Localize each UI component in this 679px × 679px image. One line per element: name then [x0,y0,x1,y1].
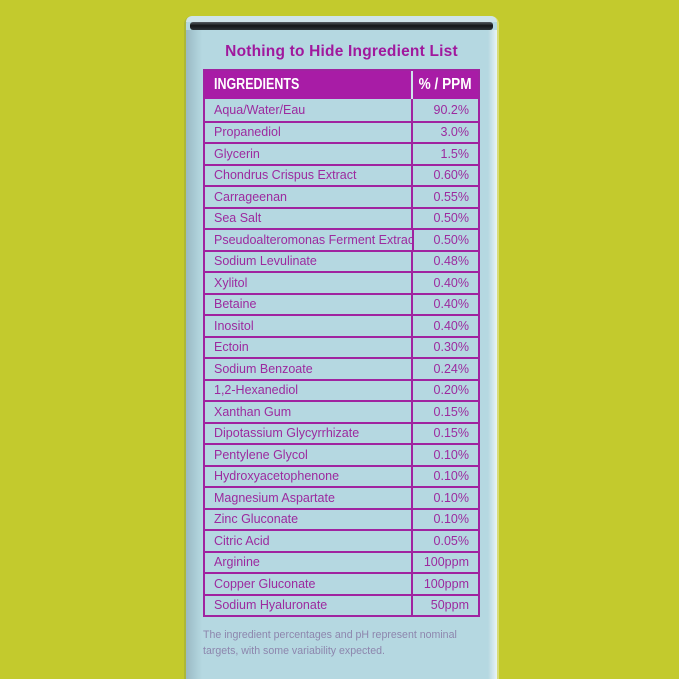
ingredient-value: 0.48% [411,251,478,271]
ingredient-name: Zinc Gluconate [214,512,299,527]
table-row: Sea Salt 0.50% [205,206,478,228]
ingredient-name: Arginine [214,555,260,570]
table-row: Carrageenan 0.55% [205,185,478,207]
footnote-text: The ingredient percentages and pH repres… [203,629,457,658]
ingredient-value: 0.55% [411,187,478,207]
ingredient-value: 90.2% [411,99,478,121]
box-right-edge-highlight [488,30,497,679]
table-row: Aqua/Water/Eau 90.2% [205,99,478,121]
ingredient-name: Carrageenan [214,189,287,204]
ingredient-value: 0.40% [411,294,478,314]
table-row: Propanediol 3.0% [205,120,478,142]
table-row: Ectoin 0.30% [205,335,478,357]
ingredient-value: 0.20% [411,380,478,400]
ingredient-table: INGREDIENTS % / PPM Aqua/Water/Eau 90.2%… [203,69,480,617]
ingredient-name: Inositol [214,318,254,333]
box-left-edge-shading [186,30,202,679]
header-ingredients-label: INGREDIENTS [214,76,300,93]
table-row: Pseudoalteromonas Ferment Extract 0.50% [205,228,478,250]
ingredient-value: 100ppm [411,552,478,572]
ingredient-value: 0.15% [411,402,478,422]
ingredient-value: 0.40% [411,316,478,336]
ingredient-value: 1.5% [411,144,478,164]
ingredient-value: 0.50% [412,230,478,250]
table-row: Sodium Hyaluronate 50ppm [205,593,478,615]
table-row: Pentylene Glycol 0.10% [205,443,478,465]
table-row: Betaine 0.40% [205,292,478,314]
ingredient-name: Xanthan Gum [214,404,292,419]
ingredient-list-title: Nothing to Hide Ingredient List [225,43,458,60]
ingredient-value: 3.0% [411,122,478,142]
ingredient-value: 0.05% [411,531,478,551]
table-row: Arginine 100ppm [205,550,478,572]
table-row: Magnesium Aspartate 0.10% [205,486,478,508]
header-ingredients: INGREDIENTS [205,71,411,99]
ingredient-name: Citric Acid [214,533,270,548]
ingredient-name: Propanediol [214,125,281,140]
ingredient-name: Magnesium Aspartate [214,490,335,505]
ingredient-name: 1,2-Hexanediol [214,383,299,398]
ingredient-value: 100ppm [411,574,478,594]
ingredient-name: Pseudoalteromonas Ferment Extract [214,232,413,247]
table-body: Aqua/Water/Eau 90.2% Propanediol 3.0% Gl… [205,99,478,615]
table-row: 1,2-Hexanediol 0.20% [205,378,478,400]
ingredient-name: Chondrus Crispus Extract [214,168,357,183]
ingredient-name: Glycerin [214,146,260,161]
ingredient-value: 0.40% [411,273,478,293]
ingredient-value: 0.60% [411,165,478,185]
table-row: Xanthan Gum 0.15% [205,400,478,422]
table-header-row: INGREDIENTS % / PPM [205,71,478,99]
product-box: Nothing to Hide Ingredient List INGREDIE… [186,16,497,679]
table-row: Inositol 0.40% [205,314,478,336]
table-row: Copper Gluconate 100ppm [205,572,478,594]
ingredient-name: Sodium Hyaluronate [214,598,328,613]
ingredient-value: 0.10% [411,488,478,508]
ingredient-name: Sodium Levulinate [214,254,317,269]
ingredient-name: Aqua/Water/Eau [214,102,306,117]
ingredient-name: Sodium Benzoate [214,361,313,376]
table-row: Zinc Gluconate 0.10% [205,507,478,529]
ingredient-name: Hydroxyacetophenone [214,469,340,484]
ingredient-value: 0.15% [411,423,478,443]
ingredient-name: Copper Gluconate [214,576,316,591]
table-row: Dipotassium Glycyrrhizate 0.15% [205,421,478,443]
ingredient-value: 0.10% [411,466,478,486]
ingredient-value: 0.10% [411,445,478,465]
ingredient-name: Betaine [214,297,257,312]
table-row: Sodium Levulinate 0.48% [205,249,478,271]
ingredient-name: Ectoin [214,340,249,355]
box-lid-seam [190,22,493,30]
ingredient-value: 0.24% [411,359,478,379]
ingredient-value: 0.50% [411,208,478,228]
table-row: Chondrus Crispus Extract 0.60% [205,163,478,185]
header-amount-label: % / PPM [419,76,472,93]
box-top-lip [186,16,497,22]
table-row: Glycerin 1.5% [205,142,478,164]
ingredient-value: 50ppm [411,595,478,615]
ingredient-name: Xylitol [214,275,248,290]
table-row: Hydroxyacetophenone 0.10% [205,464,478,486]
table-row: Sodium Benzoate 0.24% [205,357,478,379]
ingredient-name: Pentylene Glycol [214,447,308,462]
ingredient-name: Sea Salt [214,211,262,226]
header-amount: % / PPM [411,71,478,99]
ingredient-value: 0.30% [411,337,478,357]
table-row: Citric Acid 0.05% [205,529,478,551]
table-row: Xylitol 0.40% [205,271,478,293]
ingredient-value: 0.10% [411,509,478,529]
ingredient-name: Dipotassium Glycyrrhizate [214,426,360,441]
